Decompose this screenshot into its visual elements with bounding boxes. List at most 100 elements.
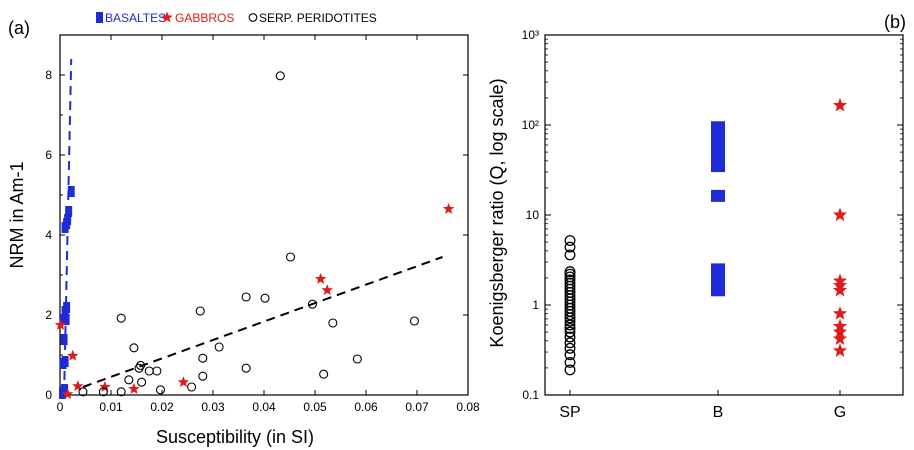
y-tick-label: 2 [45, 308, 52, 322]
point-serp-peridotites [319, 369, 329, 379]
point-gabbros [321, 284, 333, 296]
x-tick-label: 0.04 [252, 400, 276, 414]
point-serp-peridotites [198, 353, 208, 363]
point-serp-peridotites [409, 316, 420, 326]
point-basaltes [61, 356, 69, 367]
point-sp [564, 277, 576, 289]
point-gabbros [314, 273, 327, 284]
point-sp [564, 241, 576, 253]
y-axis-label: NRM in Am-1 [7, 161, 27, 268]
point-sp [564, 364, 576, 376]
point-serp-peridotites [124, 375, 134, 385]
point-g [832, 277, 848, 292]
legend-gabbros-marker [161, 11, 173, 23]
x-tick-label: 0.02 [150, 400, 174, 414]
point-serp-peridotites [129, 343, 139, 353]
point-basaltes [67, 186, 75, 197]
point-sp [564, 319, 576, 331]
point-serp-peridotites [307, 299, 318, 309]
x-tick-label: 0.03 [201, 400, 225, 414]
y-tick-label: 8 [45, 68, 52, 82]
point-gabbros [72, 380, 84, 392]
legend-gabbros-label: GABBROS [175, 11, 234, 25]
point-sp [564, 274, 576, 286]
point-sp [564, 235, 576, 247]
point-sp [564, 249, 576, 261]
point-serp-peridotites [275, 71, 285, 81]
panel-a-label: (a) [8, 18, 30, 38]
point-serp-peridotites [285, 252, 296, 262]
legend-basaltes-marker [96, 12, 103, 23]
y-tick-label: 10² [522, 118, 539, 132]
point-gabbros [99, 381, 111, 392]
x-axis-label: Susceptibility (in SI) [156, 427, 314, 447]
point-sp [564, 337, 576, 349]
plot-frame [59, 34, 469, 396]
y-tick-label: 10 [526, 208, 540, 222]
x-tick-label: 0.05 [303, 400, 327, 414]
point-gabbros [61, 388, 74, 400]
point-serp-peridotites [241, 363, 251, 373]
point-serp-peridotites [195, 306, 205, 316]
x-tick-label: 0.08 [456, 400, 480, 414]
trend-line-overall [82, 256, 443, 388]
legend-peridotites-label: SERP. PERIDOTITES [259, 11, 377, 25]
point-sp [564, 349, 576, 361]
point-sp [564, 356, 576, 368]
point-serp-peridotites [136, 360, 146, 370]
point-gabbros [54, 319, 67, 330]
y-tick-label: 0 [45, 388, 52, 402]
category-label-g: G [834, 404, 846, 421]
point-sp [564, 271, 576, 283]
point-serp-peridotites [214, 342, 224, 352]
point-serp-peridotites [116, 313, 126, 323]
point-serp-peridotites [137, 377, 147, 387]
point-g [832, 282, 848, 297]
point-sp [564, 342, 576, 354]
scatter-chart-nrm: BASALTES GABBROS SERP. PERIDOTITES 0 0.01… [7, 11, 480, 447]
x-tick-label: 0 [57, 400, 64, 414]
point-g [832, 207, 848, 222]
point-serp-peridotites [187, 382, 197, 392]
point-g [832, 273, 848, 288]
point-serp-peridotites [98, 387, 108, 397]
axis-ticks: 0 0.01 0.02 0.03 0.04 0.05 0.06 0.07 0.08 0 2 4 6 8 [45, 35, 480, 414]
range-bar-b [711, 263, 725, 297]
point-serp-peridotites [198, 371, 208, 381]
point-g [832, 331, 848, 345]
y-tick-label: 1 [532, 298, 539, 312]
point-g [832, 318, 848, 333]
point-serp-peridotites [116, 387, 126, 397]
x-tick-label: 0.07 [405, 400, 429, 414]
plot-frame-b [544, 34, 904, 396]
point-basaltes [63, 302, 71, 313]
y-tick-label: 10³ [522, 28, 539, 42]
data-points [54, 71, 455, 400]
range-bar-b [711, 189, 725, 202]
panel-b-label: (b) [884, 12, 906, 32]
point-basaltes [60, 334, 68, 345]
point-gabbros [177, 376, 190, 388]
point-sp [564, 331, 576, 343]
point-serp-peridotites [144, 366, 154, 376]
axis-ticks-b: 0.1 1 10 10² 10³ SP B G [522, 28, 903, 421]
point-serp-peridotites [260, 293, 270, 303]
y-tick-label: 0.1 [522, 388, 539, 402]
point-g [832, 324, 848, 339]
point-serp-peridotites [328, 318, 338, 328]
point-serp-peridotites [155, 385, 166, 395]
x-tick-label: 0.01 [99, 400, 123, 414]
point-basaltes [62, 314, 70, 325]
point-g [832, 306, 848, 320]
legend-basaltes-label: BASALTES [105, 11, 166, 25]
legend: BASALTES GABBROS SERP. PERIDOTITES [96, 11, 377, 25]
point-gabbros [67, 349, 79, 361]
point-basaltes [65, 206, 73, 217]
point-gabbros [128, 383, 140, 394]
point-sp [564, 266, 576, 278]
point-basaltes [64, 214, 72, 225]
point-gabbros [442, 203, 455, 214]
category-label-b: B [713, 404, 724, 421]
scatter-chart-koenigsberger: 0.1 1 10 10² 10³ SP B G Koenigsberger ratio (Q,… [487, 28, 904, 421]
